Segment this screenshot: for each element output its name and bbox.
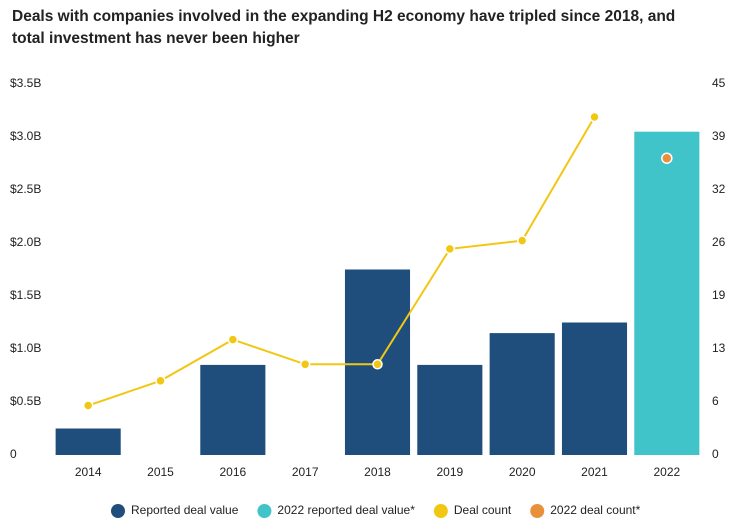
legend-label: 2022 deal count*	[550, 503, 640, 517]
y2-tick-label: 0	[712, 447, 719, 461]
y-tick-label: $1.5B	[10, 288, 41, 302]
x-tick-label: 2021	[581, 465, 608, 479]
bar	[634, 131, 700, 455]
point	[155, 375, 166, 387]
y2-tick-label: 13	[712, 341, 726, 355]
point	[227, 334, 239, 345]
bar	[200, 364, 266, 455]
point	[589, 111, 600, 123]
x-tick-label: 2022	[653, 465, 680, 479]
y2-tick-label: 45	[712, 76, 726, 90]
y-tick-label: $3.0B	[10, 129, 41, 143]
y-tick-label: $1.0B	[10, 341, 41, 355]
y-tick-label: 0	[10, 447, 17, 461]
x-tick-label: 2017	[292, 465, 319, 479]
bar	[489, 333, 555, 455]
legend-swatch	[257, 504, 272, 518]
chart-title: Deals with companies involved in the exp…	[12, 8, 676, 47]
point	[372, 359, 383, 370]
legend-label: Deal count	[454, 503, 512, 517]
bar	[561, 322, 628, 455]
y-tick-label: $3.5B	[10, 76, 41, 90]
legend-label: 2022 reported deal value*	[277, 503, 415, 517]
legend-swatch	[111, 504, 125, 518]
point	[661, 152, 673, 164]
x-tick-label: 2015	[147, 465, 174, 479]
x-tick-label: 2014	[75, 465, 102, 479]
y2-tick-label: 19	[712, 288, 726, 302]
legend-label: Reported deal value	[131, 503, 239, 517]
legend-swatch	[433, 504, 448, 518]
x-tick-label: 2019	[436, 465, 463, 479]
point	[82, 400, 94, 411]
x-tick-label: 2018	[364, 465, 391, 479]
y2-tick-label: 39	[712, 129, 726, 143]
point	[516, 235, 528, 246]
x-tick-label: 2016	[219, 465, 246, 479]
bar	[55, 428, 121, 455]
line	[87, 116, 596, 407]
y-tick-label: $2.0B	[10, 235, 41, 249]
y-tick-label: $0.5B	[10, 394, 41, 408]
point	[299, 359, 311, 370]
x-tick-label: 2020	[509, 465, 536, 479]
bar	[417, 364, 483, 455]
y2-tick-label: 26	[712, 235, 726, 249]
y2-tick-label: 32	[712, 182, 726, 196]
point	[444, 243, 456, 255]
y-tick-label: $2.5B	[10, 182, 41, 196]
y2-tick-label: 6	[712, 394, 719, 408]
legend-swatch	[530, 504, 545, 518]
